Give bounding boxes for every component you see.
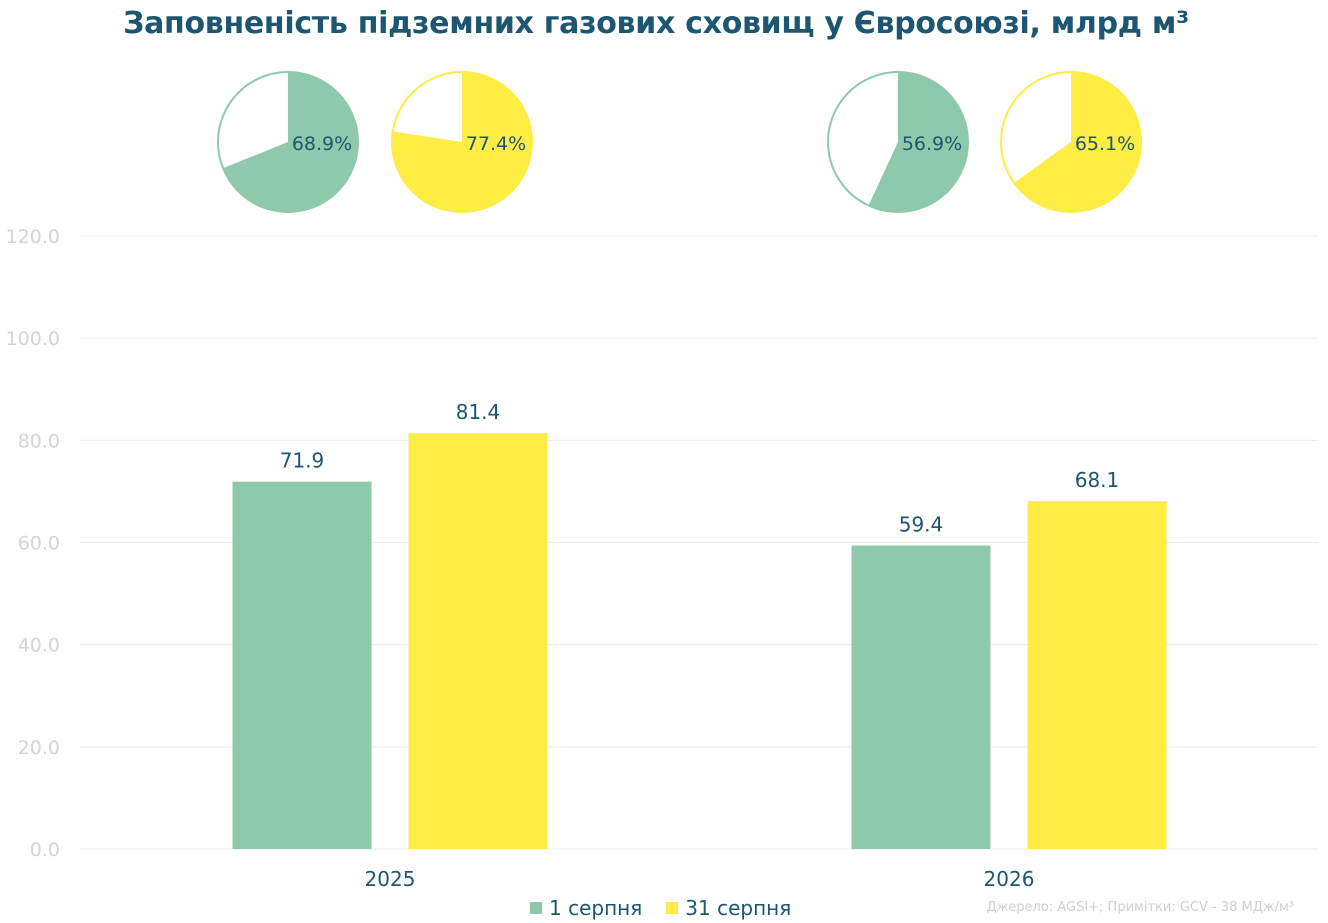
pie-2026-aug31[interactable]: 65.1% bbox=[1000, 71, 1142, 213]
legend-label-aug31: 31 серпня bbox=[685, 896, 792, 920]
y-tick-label: 100.0 bbox=[6, 328, 60, 350]
pie-percent-label: 68.9% bbox=[292, 133, 352, 155]
bar-value-label: 81.4 bbox=[456, 400, 501, 424]
y-tick-label: 20.0 bbox=[18, 737, 60, 759]
bar-value-label: 71.9 bbox=[280, 449, 325, 473]
bar-2025-aug1[interactable] bbox=[232, 481, 372, 849]
pie-fill-slice bbox=[868, 72, 968, 213]
bar-2025-aug31[interactable] bbox=[408, 433, 548, 849]
bar-2026-aug1[interactable] bbox=[851, 545, 991, 849]
y-tick-label: 0.0 bbox=[30, 839, 60, 861]
source-note: Джерело: AGSI+; Примітки: GCV - 38 МДж/м… bbox=[986, 900, 1294, 915]
pie-2026-aug1[interactable]: 56.9% bbox=[827, 71, 969, 213]
pie-2025-aug1[interactable]: 68.9% bbox=[217, 71, 359, 213]
legend-swatch-aug31 bbox=[666, 902, 679, 914]
pie-fill-slice bbox=[223, 72, 358, 212]
pie-fill-slice bbox=[1014, 72, 1141, 213]
legend-swatch-aug1 bbox=[530, 902, 542, 914]
chart-title: Заповненість підземних газових сховищ у … bbox=[123, 6, 1189, 41]
legend-label-aug1: 1 серпня bbox=[549, 896, 643, 920]
fill-pies: 68.9% 77.4% 56.9% 65.1% bbox=[217, 71, 1142, 213]
bar-value-label: 59.4 bbox=[899, 513, 944, 537]
y-tick-label: 40.0 bbox=[18, 635, 60, 657]
y-tick-label: 60.0 bbox=[18, 533, 60, 555]
pie-2025-aug31[interactable]: 77.4% bbox=[391, 71, 533, 213]
category-label-2026: 2026 bbox=[984, 867, 1035, 891]
pie-percent-label: 77.4% bbox=[466, 133, 526, 155]
pie-percent-label: 56.9% bbox=[902, 133, 962, 155]
category-labels: 2025 2026 bbox=[365, 867, 1035, 891]
legend-item-aug31[interactable]: 31 серпня bbox=[666, 896, 791, 920]
legend: 1 серпня 31 серпня bbox=[530, 896, 791, 920]
y-tick-label: 80.0 bbox=[18, 430, 60, 452]
bar-2026-aug31[interactable] bbox=[1027, 501, 1167, 849]
y-tick-label: 120.0 bbox=[6, 226, 60, 248]
bar-labels: 71.9 81.4 59.4 68.1 bbox=[280, 400, 1120, 536]
category-label-2025: 2025 bbox=[365, 867, 416, 891]
y-axis-ticks: 0.0 20.0 40.0 60.0 80.0 100.0 120.0 bbox=[6, 226, 60, 861]
pie-percent-label: 65.1% bbox=[1075, 133, 1135, 155]
legend-item-aug1[interactable]: 1 серпня bbox=[530, 896, 642, 920]
bar-value-label: 68.1 bbox=[1075, 468, 1120, 492]
pie-fill-slice bbox=[392, 72, 532, 213]
bars bbox=[232, 433, 1167, 849]
